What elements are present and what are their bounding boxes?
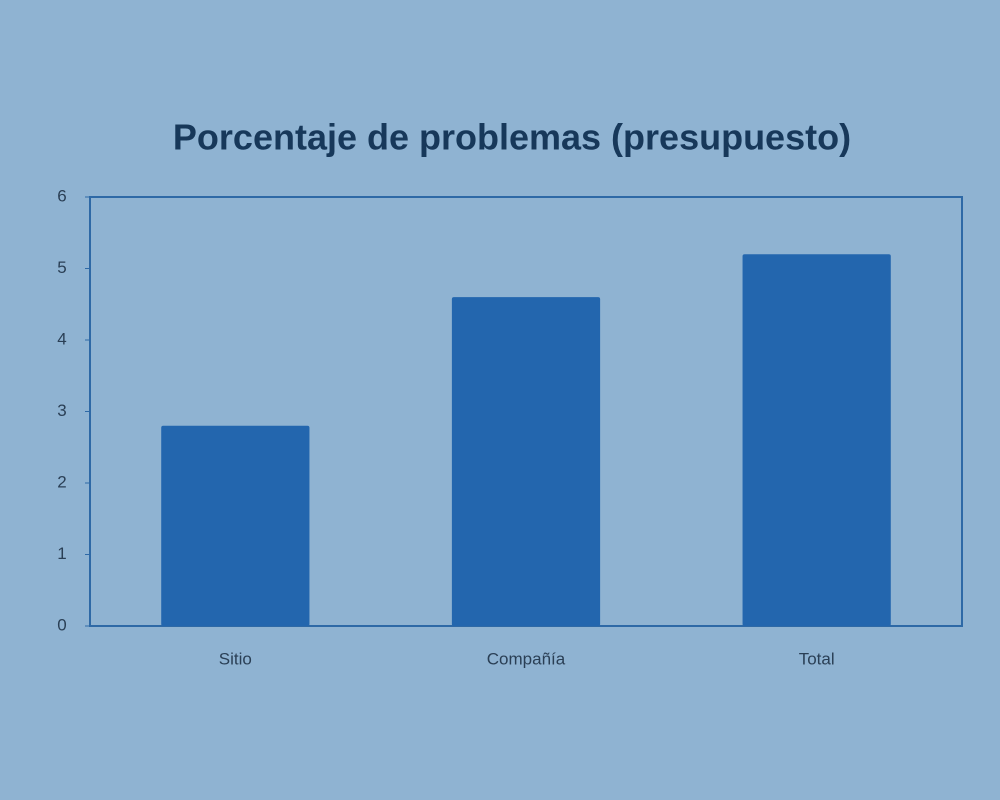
y-tick-label: 1 bbox=[57, 544, 66, 563]
x-tick-label: Compañía bbox=[487, 649, 566, 668]
bar bbox=[742, 254, 891, 626]
y-tick-label: 0 bbox=[57, 615, 66, 634]
bar bbox=[161, 425, 310, 626]
y-tick-label: 6 bbox=[57, 186, 66, 205]
x-tick-label: Sitio bbox=[219, 649, 252, 668]
y-tick-label: 4 bbox=[57, 329, 66, 348]
chart-title: Porcentaje de problemas (presupuesto) bbox=[173, 117, 851, 158]
y-tick-label: 5 bbox=[57, 258, 66, 277]
y-tick-label: 2 bbox=[57, 472, 66, 491]
y-tick-label: 3 bbox=[57, 401, 66, 420]
bar bbox=[451, 297, 601, 626]
x-tick-label: Total bbox=[799, 649, 835, 668]
